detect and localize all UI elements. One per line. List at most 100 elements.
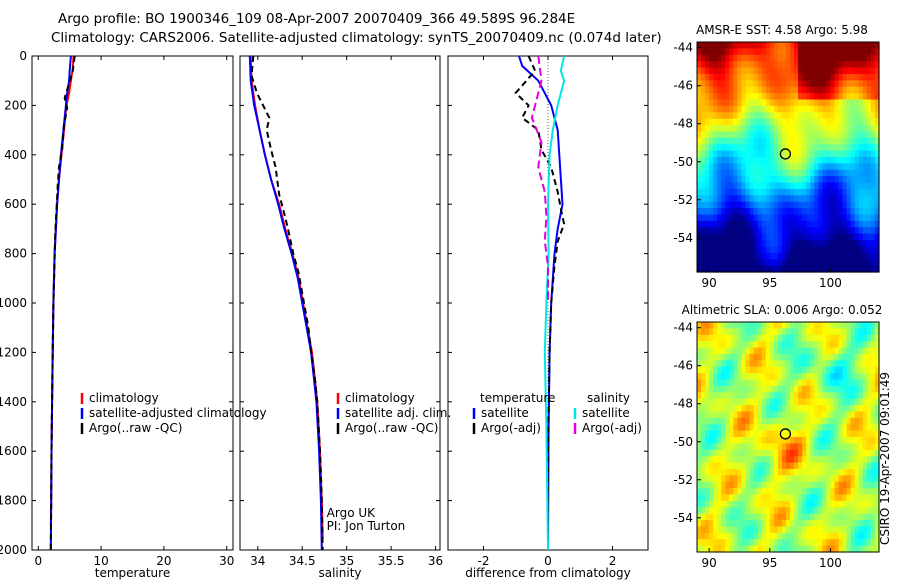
sst-map-cell	[741, 86, 747, 94]
sla-map-cell	[777, 468, 783, 476]
sst-map-cell	[842, 42, 848, 49]
difference-profile-xtick-label: -2	[477, 554, 489, 568]
sst-map-cell	[798, 265, 803, 273]
sst-map-cell	[721, 259, 726, 267]
sst-map-cell	[854, 240, 860, 248]
sla-map-cell	[806, 539, 811, 547]
sla-map-cell	[737, 507, 743, 515]
sla-map-cell	[785, 322, 791, 329]
sst-map-cell	[850, 144, 856, 152]
sla-map-cell	[858, 462, 864, 470]
sla-map-cell	[814, 481, 819, 489]
sst-map-cell	[802, 125, 807, 133]
sst-map-cell	[822, 188, 828, 196]
sla-map-cell	[810, 360, 815, 368]
temperature-profile-legend-label: satellite-adjusted climatology	[89, 406, 267, 420]
sst-map-cell	[842, 99, 848, 107]
temperature-profile-series-satellite-adjusted-climatology	[49, 55, 72, 551]
sst-map-cell	[713, 252, 718, 260]
sst-map-cell	[826, 201, 832, 209]
sst-map-cell	[761, 73, 767, 81]
sst-map-cell	[814, 265, 819, 273]
sst-map-cell	[866, 144, 872, 152]
sla-map-cell	[838, 347, 844, 355]
sla-map-cell	[822, 437, 828, 444]
sst-map-cell	[785, 227, 791, 235]
sst-map-cell	[765, 233, 771, 241]
sla-map-cell	[749, 411, 755, 419]
sst-map-cell	[765, 157, 771, 164]
sst-map-cell	[753, 73, 759, 81]
sla-map-cell	[741, 328, 747, 336]
sla-map-cell	[790, 405, 795, 413]
sla-map-cell	[749, 526, 755, 534]
sla-map-cell	[806, 532, 811, 540]
sst-map-cell	[733, 214, 739, 222]
sst-map-cell	[729, 112, 734, 120]
sst-map-cell	[818, 125, 823, 133]
sst-map-cell	[713, 137, 718, 145]
sst-map-cell	[701, 208, 706, 216]
sst-map-cell	[874, 240, 880, 248]
sla-map-cell	[741, 360, 747, 368]
sst-map-cell	[802, 86, 807, 94]
sla-map-cell	[757, 520, 763, 528]
sst-map-cell	[705, 118, 710, 126]
sst-map-cell	[830, 259, 836, 267]
sst-map-cell	[874, 48, 880, 56]
difference-profile-legend-label: Argo(-adj)	[582, 421, 642, 435]
sla-map-cell	[866, 385, 872, 393]
sla-map-cell	[721, 532, 726, 540]
temperature-profile-ytick-label: 1800	[0, 494, 27, 508]
sla-map-cell	[794, 360, 799, 368]
sla-map-cell	[858, 360, 864, 368]
sla-map-cell	[765, 360, 771, 368]
sst-map-cell	[818, 195, 823, 203]
sst-map-cell	[850, 246, 856, 254]
sst-map-cell	[737, 125, 743, 133]
sla-map-cell	[769, 398, 775, 406]
sla-map-cell	[830, 366, 836, 374]
sla-map-cell	[842, 532, 848, 540]
sla-map-cell	[874, 322, 880, 329]
sst-map-cell	[777, 252, 783, 260]
sst-map-cell	[838, 176, 844, 184]
temperature-profile-xtick-label: 30	[219, 554, 234, 568]
sla-map-cell	[826, 322, 832, 329]
sst-map-cell	[725, 163, 730, 171]
sla-map-cell	[838, 405, 844, 413]
sla-map-cell	[842, 513, 848, 521]
sst-map-cell	[745, 93, 751, 101]
sst-map-cell	[830, 201, 836, 209]
sst-map-cell	[794, 54, 799, 62]
sst-map-cell	[785, 214, 791, 222]
sst-map-cell	[729, 73, 734, 81]
sst-map-cell	[862, 86, 868, 94]
sst-map-cell	[830, 150, 836, 158]
sla-map-cell	[870, 405, 876, 413]
sla-map-cell	[862, 539, 868, 547]
sla-map-cell	[725, 526, 730, 534]
sst-map-cell	[749, 99, 755, 107]
sst-map-cell	[802, 246, 807, 254]
sst-map-cell	[846, 150, 852, 158]
sst-map-cell	[818, 214, 823, 222]
sst-map-cell	[745, 48, 751, 56]
sla-map-cell	[709, 411, 714, 419]
sla-map-cell	[757, 513, 763, 521]
sst-map-cell	[777, 73, 783, 81]
sst-map-cell	[850, 201, 856, 209]
sst-map-cell	[790, 131, 795, 139]
sst-map-cell	[737, 252, 743, 260]
sla-map-cell	[777, 481, 783, 489]
sst-map-cell	[721, 42, 726, 49]
sst-map-cell	[854, 112, 860, 120]
sla-map-cell	[745, 449, 751, 457]
sst-map-cell	[842, 182, 848, 190]
sla-map-cell	[705, 539, 710, 547]
sst-map-cell	[870, 86, 876, 94]
sst-map-cell	[838, 169, 844, 177]
sla-map-cell	[785, 347, 791, 355]
sst-map-cell	[806, 112, 811, 120]
